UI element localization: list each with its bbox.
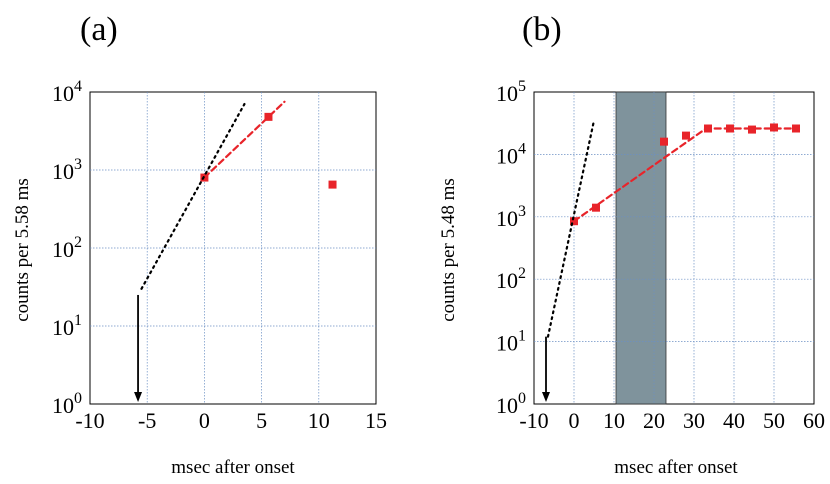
panel-b-fit-line: [572, 127, 800, 223]
panel-b-yticks: 100 101 102 103 104 105: [496, 78, 526, 418]
panel-a-fit-line: [203, 100, 286, 179]
panel-a-xtick-label: 5: [256, 408, 267, 433]
panel-b-xtick-label: 50: [763, 408, 785, 433]
panel-b-extrapolation-line: [546, 119, 596, 338]
panel-a-ytick-label: 101: [52, 312, 82, 340]
panel-a-label: (a): [80, 11, 118, 48]
panel-a-xtick-label: 10: [308, 408, 330, 433]
panel-a-xtick-label: -5: [138, 408, 156, 433]
panel-b-xtick-label: 20: [643, 408, 665, 433]
panel-a-marks: [134, 100, 337, 402]
panel-b-xlabel: msec after onset: [614, 457, 738, 478]
panel-b-data-point: [770, 123, 778, 132]
panel-b-xtick-label: -10: [519, 408, 548, 433]
panel-a-ylabel: counts per 5.58 ms: [12, 178, 33, 322]
panel-b-data-point: [592, 203, 600, 212]
panel-a-ytick-label: 103: [52, 156, 82, 184]
panel-a-ytick-label: 102: [52, 234, 82, 262]
panel-a-xtick-label: 0: [199, 408, 210, 433]
panel-b-xtick-label: 0: [569, 408, 580, 433]
panel-a-data-point: [264, 112, 273, 121]
panel-b-ytick-label: 104: [496, 140, 526, 168]
panel-a-data-point: [328, 180, 337, 189]
panel-a-xlabel: msec after onset: [171, 457, 295, 478]
panel-b-grid: [534, 92, 814, 404]
panel-b-ytick-label: 102: [496, 265, 526, 293]
panel-b-xtick-label: 10: [603, 408, 625, 433]
panel-b-frame: [533, 91, 815, 405]
panel-b-label: (b): [522, 11, 562, 48]
panel-b-ytick-label: 101: [496, 328, 526, 356]
panel-b-ytick-label: 105: [496, 78, 526, 106]
panel-a-xticks: -10 -5 0 5 10 15: [75, 408, 387, 433]
panel-b-xticks: -10 0 10 20 30 40 50 60: [519, 408, 825, 433]
panel-a: (a) 100 101 102 103 104 -10 -5 0 5 10 15 counts p…: [12, 11, 387, 478]
panel-a-grid: [90, 92, 376, 404]
panel-b-upper-limit-arrow-head: [542, 392, 550, 402]
panel-b-ytick-label: 103: [496, 203, 526, 231]
panel-b-shaded-region: [615, 91, 667, 405]
panel-a-ytick-label: 104: [52, 78, 82, 106]
panel-b-xtick-label: 40: [723, 408, 745, 433]
panel-a-extrapolation-line: [140, 102, 246, 290]
panel-b-ylabel: counts per 5.48 ms: [438, 178, 459, 322]
panel-b-xtick-label: 60: [803, 408, 825, 433]
panel-a-ytick-label: 100: [52, 390, 82, 418]
panel-a-xtick-label: -10: [75, 408, 104, 433]
panel-b-shaded-band: [615, 91, 667, 405]
panel-b-marks: [542, 119, 800, 402]
panel-b-data-point: [660, 137, 668, 146]
panel-b-ytick-label: 100: [496, 390, 526, 418]
panel-a-yticks: 100 101 102 103 104: [52, 78, 82, 418]
panel-b-xtick-label: 30: [683, 408, 705, 433]
panel-a-xtick-label: 15: [365, 408, 387, 433]
panel-b-data-point: [748, 125, 756, 134]
panel-b-data-point: [682, 131, 690, 140]
panel-a-upper-limit-arrow-head: [134, 392, 143, 402]
